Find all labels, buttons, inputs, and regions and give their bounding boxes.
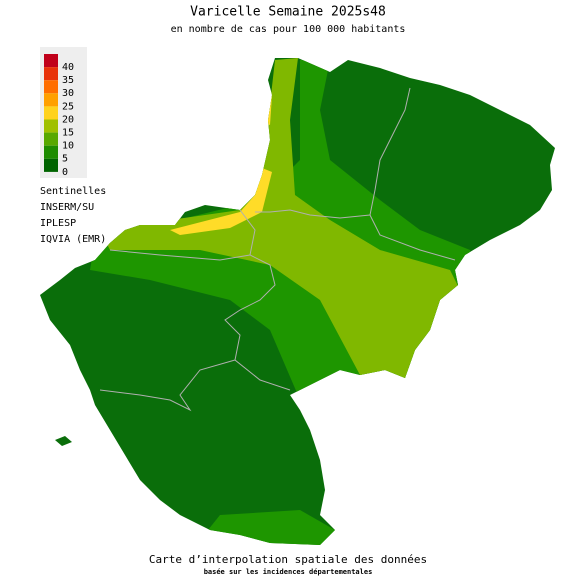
legend-label: 5: [62, 154, 68, 165]
source-label: IQVIA (EMR): [40, 234, 106, 245]
island: [55, 436, 72, 446]
legend-label: 30: [62, 88, 74, 99]
title: Varicelle Semaine 2025s48: [190, 5, 386, 20]
footer-line1: Carte d’interpolation spatiale des donné…: [149, 553, 427, 566]
legend-swatch: [44, 145, 58, 159]
legend-label: 35: [62, 75, 74, 86]
footer-line2: basée sur les incidences départementales: [204, 568, 373, 576]
legend-swatch: [44, 93, 58, 107]
legend-swatch: [44, 158, 58, 172]
legend-swatch: [44, 106, 58, 120]
legend-label: 25: [62, 101, 74, 112]
legend-swatch: [44, 80, 58, 94]
legend-swatch: [44, 132, 58, 146]
legend-swatch: [44, 54, 58, 68]
source-label: INSERM/SU: [40, 202, 94, 213]
sources: Sentinelles INSERM/SU IPLESP IQVIA (EMR): [40, 186, 106, 245]
legend-label: 15: [62, 128, 74, 139]
legend-swatch: [44, 119, 58, 133]
source-label: IPLESP: [40, 218, 76, 229]
department-borders: [99, 87, 456, 412]
subtitle: en nombre de cas pour 100 000 habitants: [171, 24, 406, 35]
legend-label: 40: [62, 62, 74, 73]
legend-label: 20: [62, 114, 74, 125]
legend-swatch: [44, 67, 58, 81]
legend: 40 35 30 25 20 15 10 5 0: [44, 54, 74, 178]
legend-label: 0: [62, 167, 68, 178]
source-label: Sentinelles: [40, 186, 106, 197]
legend-label: 10: [62, 141, 74, 152]
